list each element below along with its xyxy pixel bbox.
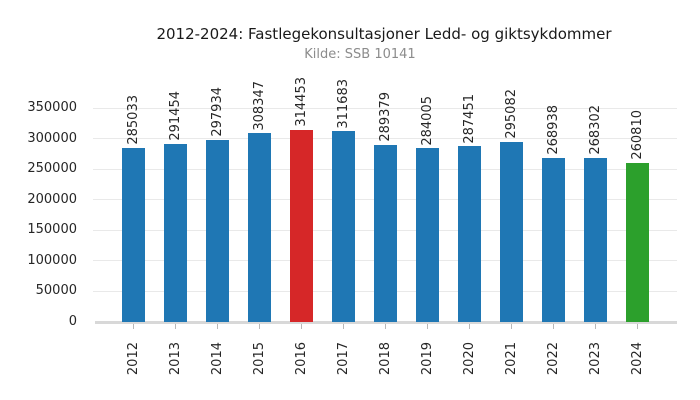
x-tick-mark-2017 (343, 324, 344, 329)
bar-2019 (416, 148, 439, 322)
y-tick-label-200000: 200000 (27, 191, 77, 207)
bar-value-label-2018: 289379 (377, 92, 393, 143)
x-tick-mark-2023 (595, 324, 596, 329)
bar-2018 (374, 145, 397, 322)
x-tick-mark-2013 (175, 324, 176, 329)
x-tick-label-2019: 2019 (419, 342, 435, 376)
x-tick-label-2020: 2020 (461, 342, 477, 376)
x-tick-label-2024: 2024 (629, 342, 645, 376)
bar-value-label-2015: 308347 (251, 80, 267, 131)
gridline-300000 (93, 138, 677, 140)
x-tick-label-2013: 2013 (167, 342, 183, 376)
x-tick-label-2014: 2014 (209, 342, 225, 376)
bar-value-label-2016: 314453 (293, 77, 309, 127)
x-tick-label-2023: 2023 (587, 342, 603, 376)
gridline-350000 (93, 107, 677, 109)
bar-2014 (206, 139, 229, 322)
bar-2021 (500, 141, 523, 322)
x-tick-mark-2012 (133, 324, 134, 329)
x-axis-line (95, 321, 677, 324)
bar-value-label-2012: 285033 (125, 95, 141, 145)
bar-value-label-2022: 268938 (545, 104, 561, 155)
x-tick-label-2021: 2021 (503, 342, 519, 376)
x-tick-label-2012: 2012 (125, 342, 141, 376)
x-tick-mark-2020 (469, 324, 470, 329)
bar-2013 (164, 143, 187, 322)
x-tick-mark-2015 (259, 324, 260, 329)
x-tick-label-2015: 2015 (251, 342, 267, 376)
bar-2015 (248, 133, 271, 322)
x-tick-mark-2019 (427, 324, 428, 329)
chart-title: 2012-2024: Fastlegekonsultasjoner Ledd- … (156, 25, 612, 43)
bar-2023 (584, 157, 607, 322)
x-tick-mark-2016 (301, 324, 302, 329)
bar-value-label-2013: 291454 (167, 91, 183, 141)
y-tick-label-150000: 150000 (27, 222, 77, 238)
x-tick-label-2016: 2016 (293, 342, 309, 376)
bar-2017 (332, 131, 355, 322)
bar-value-label-2021: 295082 (503, 88, 519, 139)
chart-subtitle: Kilde: SSB 10141 (304, 47, 416, 62)
bar-2022 (542, 157, 565, 322)
bar-value-label-2019: 284005 (419, 95, 435, 146)
y-tick-label-350000: 350000 (27, 100, 77, 115)
x-tick-mark-2024 (637, 324, 638, 329)
x-tick-mark-2021 (511, 324, 512, 329)
bar-value-label-2014: 297934 (209, 87, 225, 137)
x-tick-label-2018: 2018 (377, 342, 393, 376)
bar-value-label-2020: 287451 (461, 93, 477, 144)
x-tick-mark-2014 (217, 324, 218, 329)
bar-2020 (458, 146, 481, 322)
x-tick-label-2022: 2022 (545, 342, 561, 376)
bar-value-label-2023: 268302 (587, 105, 603, 155)
bar-value-label-2024: 260810 (629, 109, 645, 160)
x-tick-mark-2018 (385, 324, 386, 329)
x-tick-mark-2022 (553, 324, 554, 329)
y-tick-label-50000: 50000 (35, 283, 77, 299)
bar-2012 (122, 147, 145, 322)
y-tick-label-300000: 300000 (27, 130, 77, 146)
bar-2016 (290, 129, 313, 322)
bar-value-label-2017: 311683 (335, 78, 351, 129)
y-tick-label-100000: 100000 (27, 252, 77, 268)
y-tick-label-250000: 250000 (27, 161, 77, 177)
x-tick-label-2017: 2017 (335, 342, 351, 376)
y-tick-label-0: 0 (68, 314, 77, 329)
bar-2024 (626, 162, 649, 322)
